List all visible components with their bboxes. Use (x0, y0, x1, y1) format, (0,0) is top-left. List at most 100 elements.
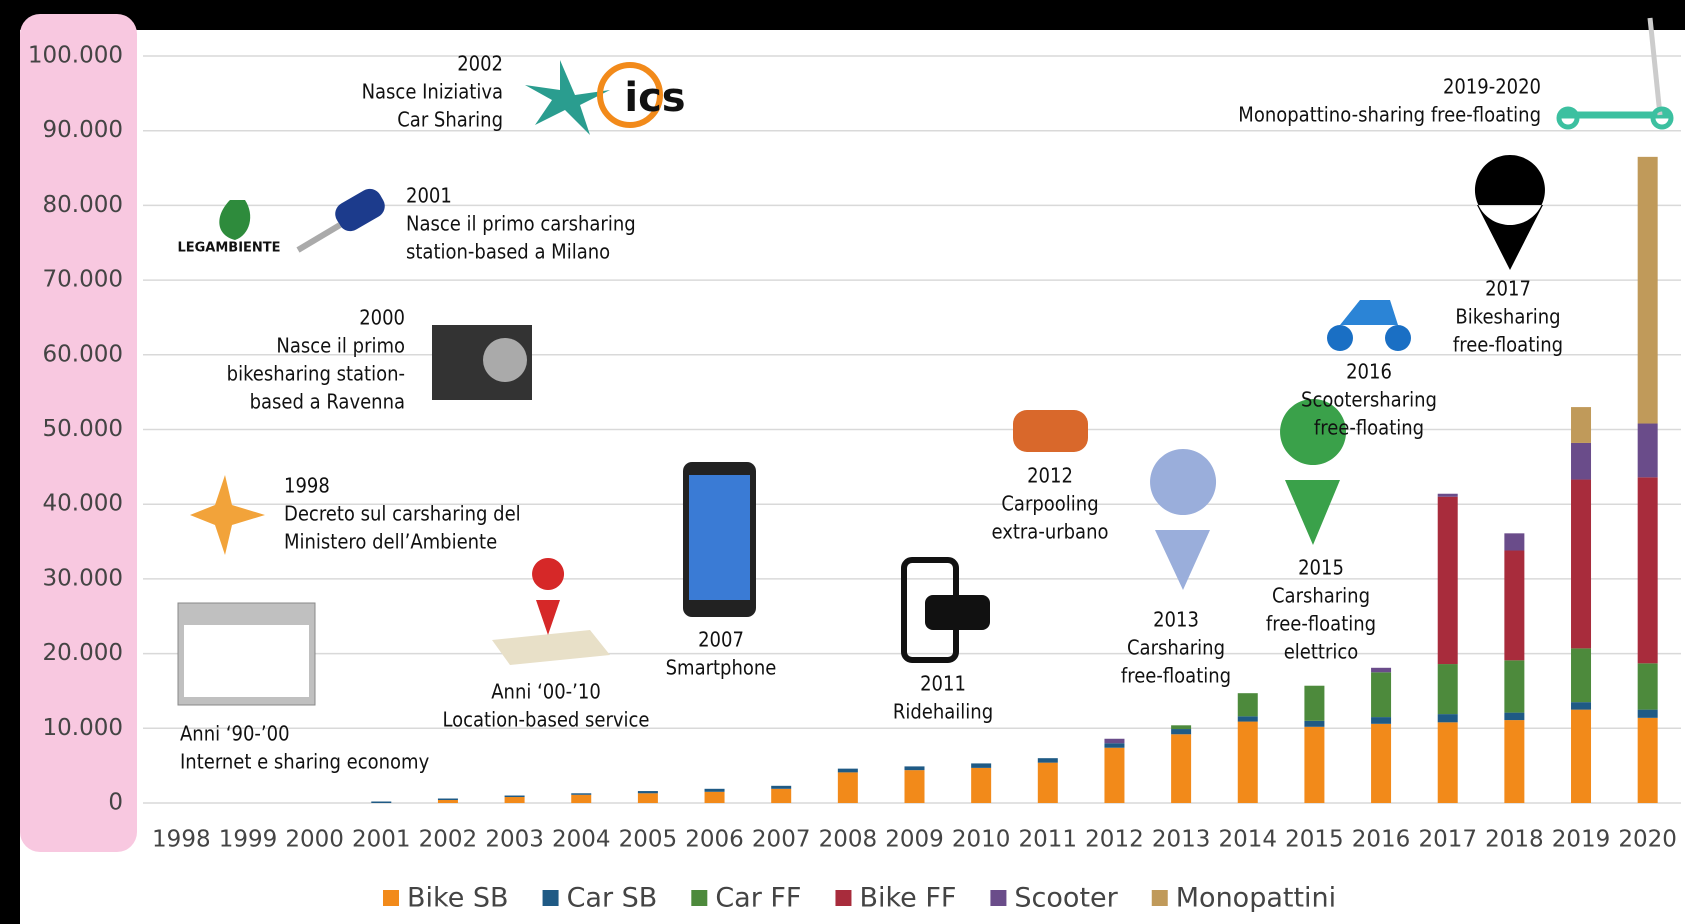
bar-segment (1438, 497, 1458, 664)
annotation: Bikesharing (1455, 305, 1560, 329)
x-tick-label: 2006 (685, 827, 744, 853)
annotation: Ministero dell’Ambiente (284, 530, 497, 554)
y-tick-label: 70.000 (43, 267, 123, 293)
legend-swatch (383, 890, 399, 906)
legend-swatch (835, 890, 851, 906)
y-tick-label: 40.000 (43, 491, 123, 517)
bar-segment (1504, 551, 1524, 661)
bar-segment (1238, 693, 1258, 716)
legend-swatch (990, 890, 1006, 906)
annotation: free-floating (1121, 664, 1231, 688)
bar-segment (838, 769, 858, 773)
bar-segment (1304, 721, 1324, 727)
map-icon (492, 630, 610, 665)
scooter-wheel (1385, 325, 1411, 351)
annotation: Anni ‘90-’00 (180, 722, 290, 746)
annotation: free-floating (1314, 416, 1424, 440)
bar-segment (1504, 533, 1524, 550)
x-tick-label: 2009 (885, 827, 944, 853)
bar-segment (1038, 758, 1058, 762)
bar-segment (1638, 157, 1658, 424)
annotation: 2000 (359, 306, 405, 330)
x-tick-label: 2008 (819, 827, 878, 853)
x-tick-label: 2013 (1152, 827, 1211, 853)
bar-segment (505, 796, 525, 797)
bar-segment (1638, 718, 1658, 803)
annotation: 2007 (698, 628, 744, 652)
annotation: Nasce Iniziativa (362, 80, 503, 104)
y-tick-label: 30.000 (43, 565, 123, 591)
x-tick-label: 2019 (1552, 827, 1611, 853)
bar-segment (1371, 724, 1391, 803)
bar-segment (771, 789, 791, 803)
car-key-blade (298, 225, 340, 250)
legend-label: Bike FF (859, 883, 956, 914)
annotation: Nasce il primo (276, 334, 405, 358)
legend-label: Monopattini (1176, 883, 1336, 914)
bar-segment (438, 800, 458, 803)
logo-text: LEGAMBIENTE (177, 241, 280, 256)
x-tick-label: 2000 (285, 827, 344, 853)
x-tick-label: 2018 (1485, 827, 1544, 853)
y-tick-label: 60.000 (43, 341, 123, 367)
bar-segment (771, 786, 791, 789)
annotation: Ridehailing (893, 700, 993, 724)
lock-cylinder (483, 338, 527, 382)
bar-segment (1638, 710, 1658, 718)
bar-segment (1571, 480, 1591, 649)
logo-star (190, 475, 265, 555)
map-pin (532, 558, 564, 635)
annotation: extra-urbano (992, 520, 1109, 544)
x-tick-label: 2011 (1019, 827, 1078, 853)
carpool-icon (1013, 410, 1088, 452)
bar-segment (971, 768, 991, 803)
x-tick-label: 2005 (619, 827, 678, 853)
bar-segment (1571, 407, 1591, 443)
bar-segment (1171, 734, 1191, 803)
annotation: Nasce il primo carsharing (406, 212, 636, 236)
bar-segment (1038, 763, 1058, 803)
x-tick-label: 1999 (219, 827, 278, 853)
annotation: Carsharing (1272, 584, 1370, 608)
annotation: Scootersharing (1301, 388, 1437, 412)
top-bar (0, 0, 1685, 30)
bar-segment (1371, 717, 1391, 724)
bar-segment (1571, 648, 1591, 702)
bar-segment (705, 789, 725, 792)
bar-segment (1304, 727, 1324, 803)
y-tick-label: 50.000 (43, 416, 123, 442)
location-pin (1150, 449, 1216, 590)
bar-segment (1504, 713, 1524, 720)
bar-segment (1171, 729, 1191, 734)
bar-segment (1504, 660, 1524, 712)
x-tick-label: 2016 (1352, 827, 1411, 853)
bar-segment (1171, 725, 1191, 729)
bar-segment (1571, 702, 1591, 709)
annotation: 1998 (284, 474, 330, 498)
bar-segment (1438, 494, 1458, 497)
bar-segment (1438, 714, 1458, 722)
annotation: 2012 (1027, 464, 1073, 488)
annotation: Carpooling (1001, 492, 1098, 516)
car-icon (925, 595, 990, 630)
x-tick-label: 2010 (952, 827, 1011, 853)
bar-segment (638, 793, 658, 803)
bar-segment (905, 766, 925, 770)
x-tick-label: 1998 (152, 827, 211, 853)
scooter-stem (1650, 18, 1660, 115)
scooter-body (1340, 300, 1398, 325)
legend-label: Scooter (1014, 883, 1118, 914)
bar-segment (1571, 710, 1591, 803)
y-tick-label: 10.000 (43, 715, 123, 741)
bike-pin (1475, 155, 1545, 270)
x-tick-label: 2017 (1418, 827, 1477, 853)
y-tick-label: 100.000 (28, 43, 123, 69)
y-tick-label: 90.000 (43, 117, 123, 143)
legend-label: Bike SB (407, 883, 509, 914)
annotation: 2001 (406, 184, 452, 208)
x-tick-label: 2003 (485, 827, 544, 853)
x-tick-label: 2002 (419, 827, 478, 853)
annotation: Carsharing (1127, 636, 1225, 660)
annotation: Smartphone (666, 656, 777, 680)
legend-swatch (691, 890, 707, 906)
